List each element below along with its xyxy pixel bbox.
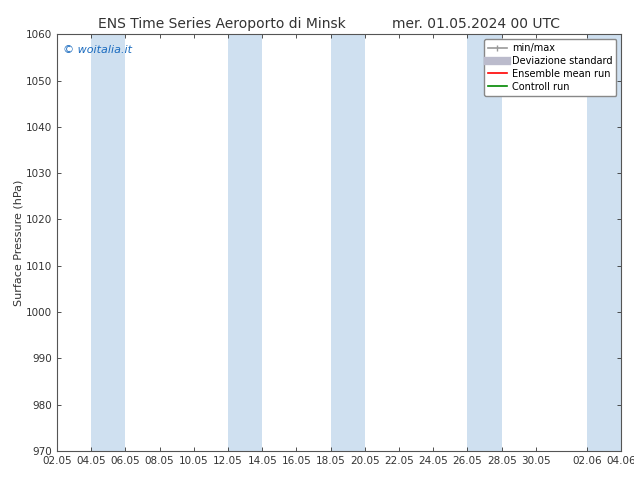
Bar — [587, 34, 621, 451]
Text: ENS Time Series Aeroporto di Minsk: ENS Time Series Aeroporto di Minsk — [98, 17, 346, 31]
Bar — [331, 34, 365, 451]
Legend: min/max, Deviazione standard, Ensemble mean run, Controll run: min/max, Deviazione standard, Ensemble m… — [484, 39, 616, 96]
Y-axis label: Surface Pressure (hPa): Surface Pressure (hPa) — [13, 179, 23, 306]
Bar — [228, 34, 262, 451]
Bar — [467, 34, 501, 451]
Bar — [91, 34, 126, 451]
Text: mer. 01.05.2024 00 UTC: mer. 01.05.2024 00 UTC — [392, 17, 559, 31]
Text: © woitalia.it: © woitalia.it — [63, 45, 132, 55]
